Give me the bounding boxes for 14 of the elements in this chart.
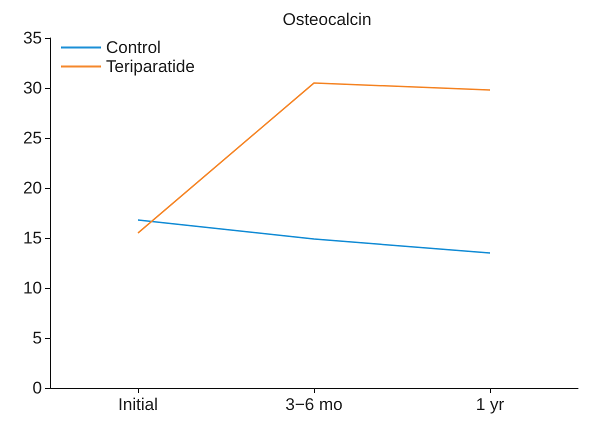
y-tick-label: 25 bbox=[23, 128, 42, 148]
x-tick-label: 3−6 mo bbox=[285, 395, 343, 414]
y-tick-label: 20 bbox=[23, 178, 42, 198]
y-tick-label: 15 bbox=[23, 228, 42, 248]
y-tick-label: 0 bbox=[32, 378, 42, 398]
chart-title: Osteocalcin bbox=[282, 10, 372, 29]
y-tick-label: 10 bbox=[23, 278, 42, 298]
y-tick-label: 30 bbox=[23, 78, 42, 98]
y-tick-label: 5 bbox=[32, 328, 42, 348]
x-tick-label: Initial bbox=[118, 395, 158, 414]
legend-label: Teriparatide bbox=[106, 57, 195, 76]
x-tick-label: 1 yr bbox=[476, 395, 505, 414]
y-tick-label: 35 bbox=[23, 28, 42, 48]
legend-label: Control bbox=[106, 38, 161, 57]
